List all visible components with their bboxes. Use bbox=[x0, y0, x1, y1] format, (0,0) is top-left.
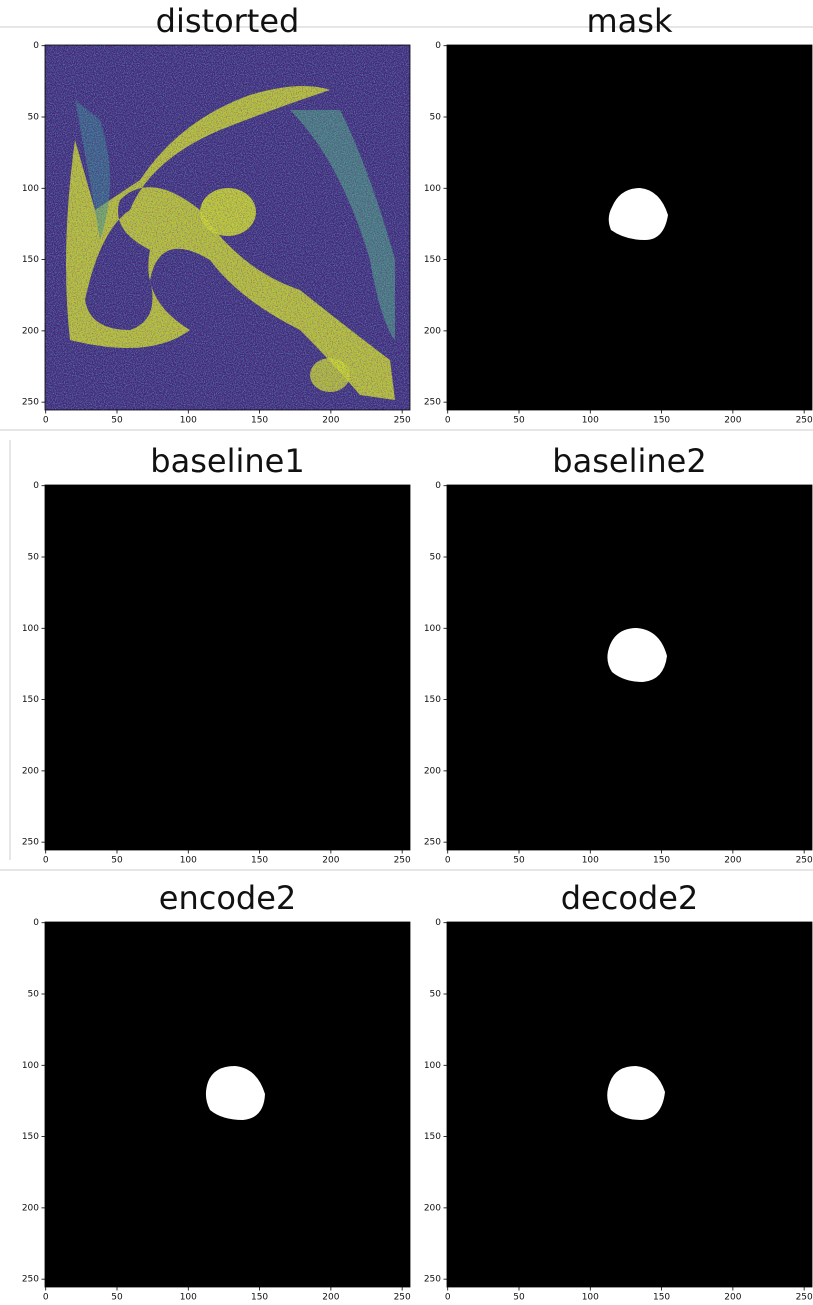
panel-title: mask bbox=[587, 2, 673, 40]
y-tick-label: 100 bbox=[424, 624, 441, 634]
y-tick-label: 200 bbox=[22, 766, 39, 776]
figure: distorted 0 50 100 150 200 250 0 50 100 150 200 250 m… bbox=[0, 0, 813, 1305]
x-tick-label: 100 bbox=[180, 856, 197, 866]
panel-title: decode2 bbox=[561, 879, 699, 917]
x-tick-label: 150 bbox=[653, 416, 670, 426]
x-tick-label: 50 bbox=[111, 856, 123, 866]
y-tick-label: 0 bbox=[435, 41, 441, 51]
x-tick-label: 200 bbox=[724, 856, 741, 866]
x-tick-label: 0 bbox=[43, 416, 49, 426]
x-tick-label: 100 bbox=[582, 1293, 599, 1303]
y-tick-label: 250 bbox=[22, 1275, 39, 1285]
y-tick-label: 250 bbox=[424, 1275, 441, 1285]
y-tick-label: 250 bbox=[424, 838, 441, 848]
x-tick-label: 250 bbox=[796, 416, 813, 426]
y-tick-label: 250 bbox=[22, 838, 39, 848]
y-tick-label: 200 bbox=[424, 766, 441, 776]
distorted-image bbox=[45, 45, 410, 410]
x-tick-label: 50 bbox=[513, 416, 525, 426]
y-tick-label: 50 bbox=[28, 990, 40, 1000]
y-tick-label: 50 bbox=[430, 553, 442, 563]
y-tick-label: 50 bbox=[28, 113, 40, 123]
x-tick-label: 200 bbox=[724, 1293, 741, 1303]
x-tick-label: 0 bbox=[43, 856, 49, 866]
y-tick-label: 0 bbox=[435, 918, 441, 928]
y-tick-label: 0 bbox=[33, 481, 39, 491]
x-tick-label: 250 bbox=[796, 856, 813, 866]
x-tick-label: 0 bbox=[445, 1293, 451, 1303]
x-tick-label: 100 bbox=[180, 416, 197, 426]
y-tick-label: 150 bbox=[22, 255, 39, 265]
x-tick-label: 150 bbox=[251, 416, 268, 426]
y-tick-label: 0 bbox=[33, 918, 39, 928]
x-tick-label: 100 bbox=[582, 416, 599, 426]
y-tick-label: 50 bbox=[430, 113, 442, 123]
x-tick-label: 100 bbox=[582, 856, 599, 866]
y-tick-label: 100 bbox=[424, 184, 441, 194]
x-tick-label: 150 bbox=[653, 1293, 670, 1303]
panel-title: encode2 bbox=[159, 879, 297, 917]
x-tick-label: 200 bbox=[322, 1293, 339, 1303]
y-tick-label: 150 bbox=[424, 695, 441, 705]
x-tick-label: 0 bbox=[445, 856, 451, 866]
x-tick-label: 100 bbox=[180, 1293, 197, 1303]
panel-title: baseline1 bbox=[150, 442, 304, 480]
x-tick-label: 200 bbox=[322, 856, 339, 866]
y-tick-label: 0 bbox=[33, 41, 39, 51]
y-tick-label: 200 bbox=[22, 326, 39, 336]
x-tick-label: 50 bbox=[111, 416, 123, 426]
y-tick-label: 50 bbox=[28, 553, 40, 563]
y-tick-label: 100 bbox=[22, 624, 39, 634]
panel-title: baseline2 bbox=[552, 442, 706, 480]
y-tick-label: 100 bbox=[22, 1061, 39, 1071]
y-tick-label: 150 bbox=[424, 255, 441, 265]
x-tick-label: 50 bbox=[513, 1293, 525, 1303]
x-tick-label: 250 bbox=[394, 416, 411, 426]
baseline1-image bbox=[45, 485, 410, 850]
y-tick-label: 200 bbox=[424, 326, 441, 336]
y-tick-label: 250 bbox=[22, 398, 39, 408]
x-tick-label: 250 bbox=[394, 1293, 411, 1303]
x-tick-label: 150 bbox=[653, 856, 670, 866]
y-tick-label: 250 bbox=[424, 398, 441, 408]
x-tick-label: 50 bbox=[513, 856, 525, 866]
y-tick-label: 200 bbox=[424, 1203, 441, 1213]
panel-title: distorted bbox=[156, 2, 300, 40]
y-tick-label: 100 bbox=[424, 1061, 441, 1071]
x-tick-label: 0 bbox=[445, 416, 451, 426]
y-tick-label: 100 bbox=[22, 184, 39, 194]
y-tick-label: 0 bbox=[435, 481, 441, 491]
x-tick-label: 50 bbox=[111, 1293, 123, 1303]
x-tick-label: 200 bbox=[322, 416, 339, 426]
y-tick-label: 150 bbox=[424, 1132, 441, 1142]
x-tick-label: 200 bbox=[724, 416, 741, 426]
x-tick-label: 250 bbox=[796, 1293, 813, 1303]
x-tick-label: 0 bbox=[43, 1293, 49, 1303]
y-tick-label: 150 bbox=[22, 1132, 39, 1142]
y-tick-label: 150 bbox=[22, 695, 39, 705]
x-tick-label: 150 bbox=[251, 1293, 268, 1303]
x-tick-label: 250 bbox=[394, 856, 411, 866]
x-tick-label: 150 bbox=[251, 856, 268, 866]
y-tick-label: 200 bbox=[22, 1203, 39, 1213]
y-tick-label: 50 bbox=[430, 990, 442, 1000]
